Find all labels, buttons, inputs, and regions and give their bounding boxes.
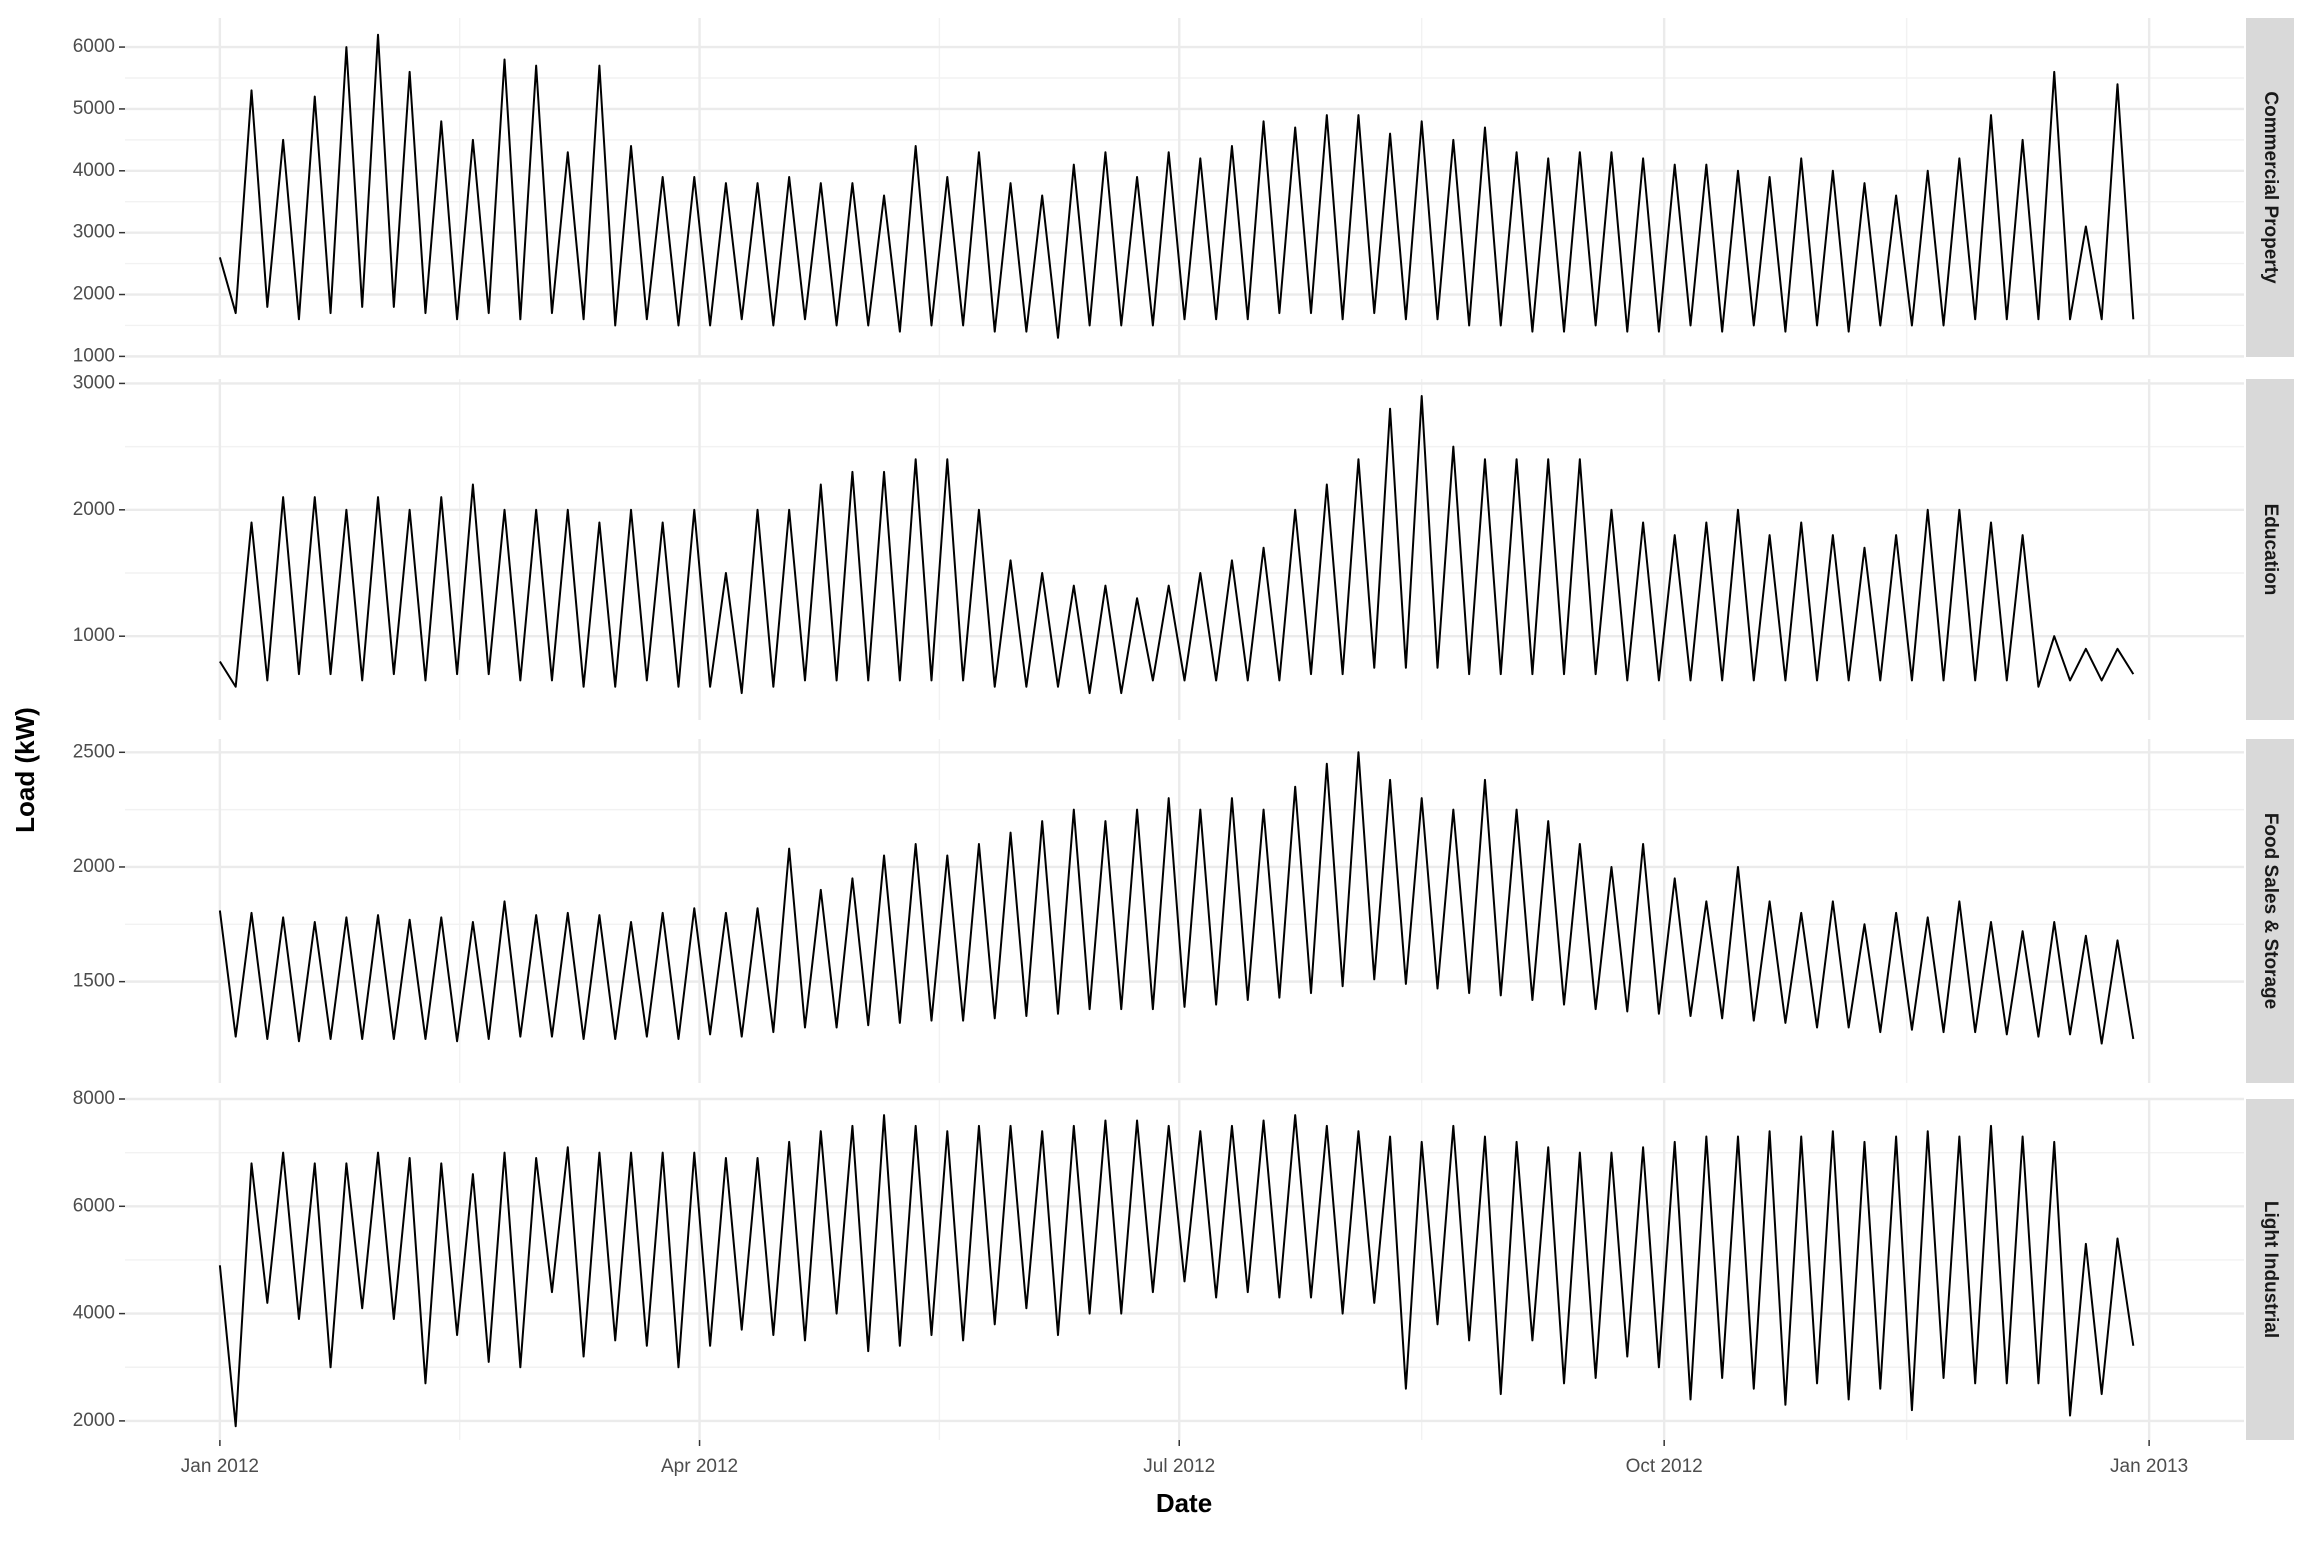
x-tick-label: Jan 2012 [181, 1456, 259, 1477]
facet-label: Food Sales & Storage [2260, 813, 2281, 1009]
data-line [218, 33, 2135, 339]
y-tick-label: 1000 [73, 625, 115, 646]
x-tick-label: Apr 2012 [661, 1456, 738, 1477]
y-tick-label: 1000 [73, 345, 115, 366]
panel-background [125, 379, 2244, 720]
y-tick-label: 6000 [73, 1195, 115, 1216]
facet-label: Education [2260, 504, 2281, 596]
x-tick-label: Oct 2012 [1626, 1456, 1703, 1477]
y-tick-label: 2000 [73, 499, 115, 520]
x-tick-label: Jan 2013 [2110, 1456, 2188, 1477]
facet-strip [2246, 739, 2294, 1083]
data-line [218, 751, 2135, 1045]
y-tick-label: 4000 [73, 160, 115, 181]
y-tick-label: 5000 [73, 98, 115, 119]
y-tick-label: 2000 [73, 856, 115, 877]
y-tick-label: 6000 [73, 36, 115, 57]
data-line [219, 395, 2135, 695]
x-axis-title: Date [1156, 1488, 1212, 1518]
facet-label: Light Industrial [2260, 1201, 2281, 1338]
facet-strip [2246, 1099, 2294, 1440]
y-tick-label: 2500 [73, 741, 115, 762]
facet-label: Commercial Property [2260, 91, 2281, 284]
facet-strip [2246, 18, 2294, 357]
y-tick-label: 8000 [73, 1088, 115, 1109]
panel-background [125, 1099, 2244, 1440]
y-tick-label: 3000 [73, 372, 115, 393]
y-tick-label: 4000 [73, 1303, 115, 1324]
facet-strip [2246, 379, 2294, 720]
y-tick-label: 2000 [73, 284, 115, 305]
y-tick-label: 1500 [73, 971, 115, 992]
y-tick-label: 3000 [73, 222, 115, 243]
y-axis-title: Load (kW) [10, 707, 40, 833]
data-line [218, 1114, 2135, 1428]
panel-background [125, 739, 2244, 1083]
x-tick-label: Jul 2012 [1143, 1456, 1215, 1477]
y-tick-label: 2000 [73, 1410, 115, 1431]
